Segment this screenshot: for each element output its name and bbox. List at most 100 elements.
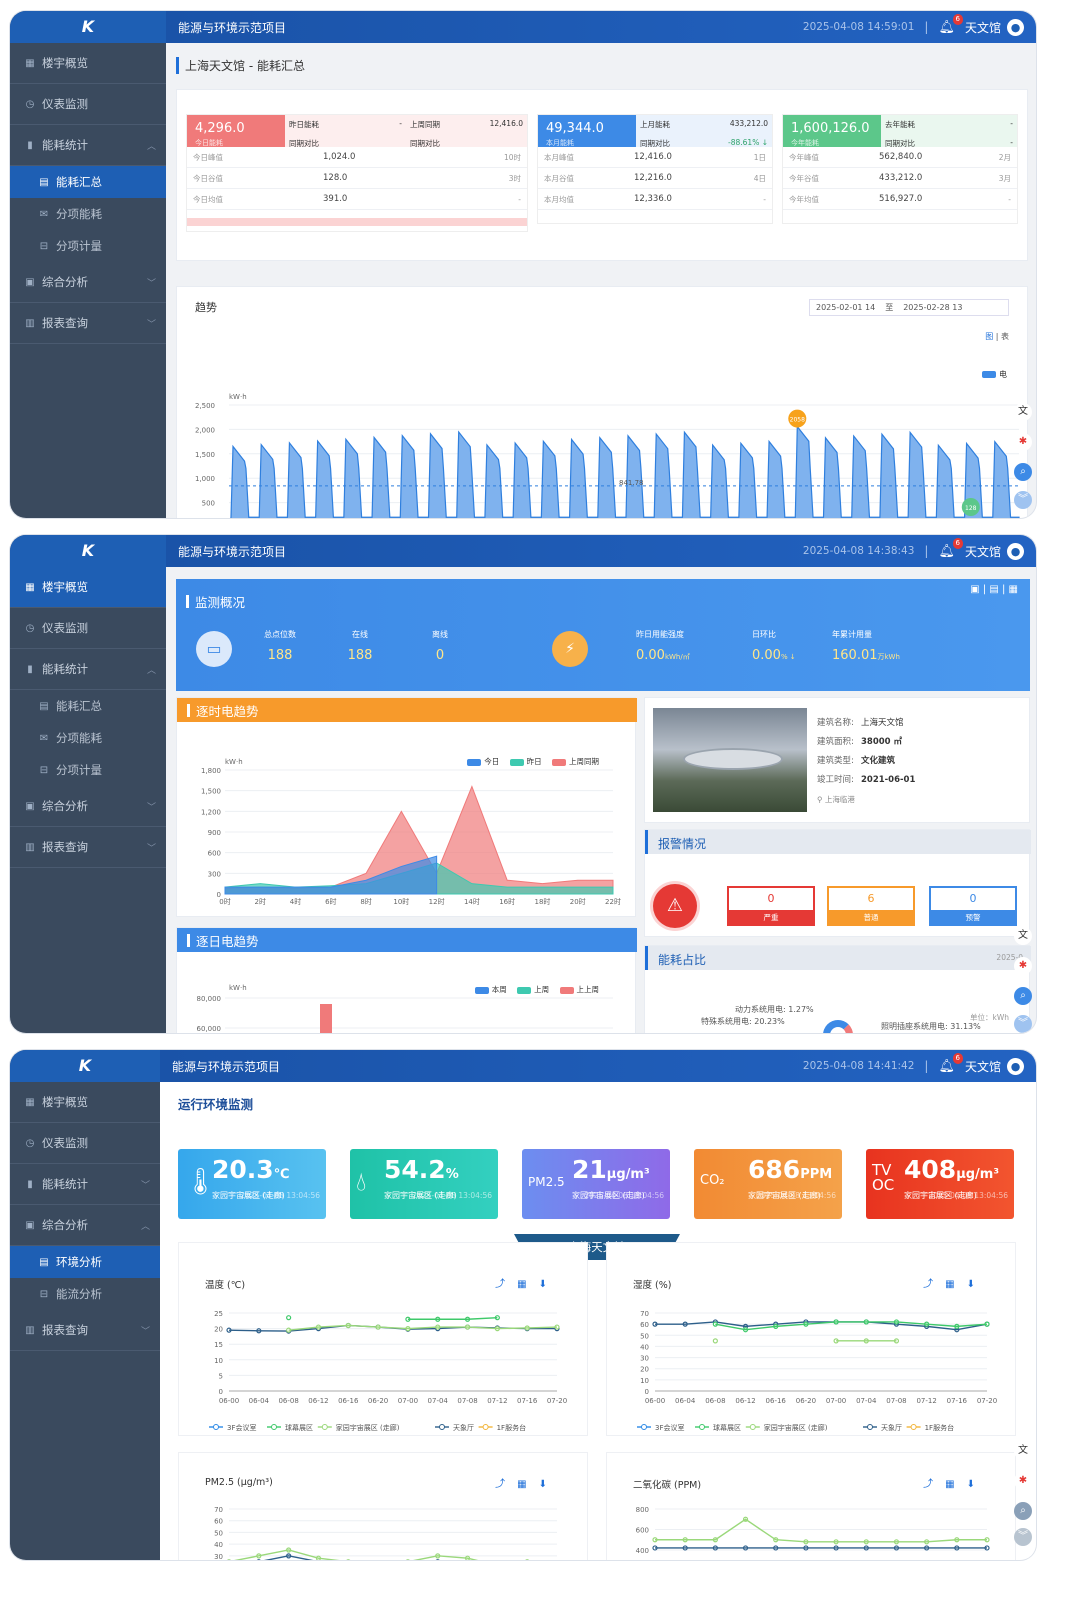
sidebar-item-label: 能耗统计 <box>42 662 88 676</box>
y-tick-label: 20 <box>640 1366 649 1374</box>
legend-marker <box>867 1424 873 1430</box>
x-tick-label: 20时 <box>570 897 586 906</box>
tile-value: 21 <box>572 1155 607 1184</box>
sidebar-item-label: 仪表监测 <box>42 97 88 111</box>
last-month-value: 433,212.0 <box>729 119 768 128</box>
sidebar-item-sub-meter[interactable]: ⊟ 分项计量 <box>10 230 166 262</box>
stat-row: 今日均值 391.0 - <box>187 189 527 210</box>
monitor-icon: ▭ <box>196 631 232 667</box>
sidebar-item-meter[interactable]: ◷ 仪表监测 <box>10 84 166 125</box>
stat-value: 12,216.0 <box>634 173 672 183</box>
x-tick-label: 06-12 <box>308 1397 328 1405</box>
y-tick-label: 300 <box>208 870 221 878</box>
avg-label: 841.78 <box>619 479 644 487</box>
user-menu[interactable]: 天文馆 ● <box>965 1057 1024 1075</box>
sidebar-item-energy-stats[interactable]: ▮ 能耗统计 ﹀ <box>10 1164 160 1205</box>
y-tick-label: 2,000 <box>195 426 215 434</box>
app-icon[interactable]: ✱ <box>1014 433 1032 451</box>
logo: K <box>10 11 166 43</box>
sidebar-item-energy-flow[interactable]: ⊟ 能流分析 <box>10 1278 160 1310</box>
sidebar-item-energy-summary[interactable]: ▤ 能耗汇总 <box>10 690 166 722</box>
legend-marker <box>321 1424 328 1430</box>
collapse-icon[interactable]: ︾ <box>1014 491 1032 509</box>
translate-icon[interactable]: 文 <box>1014 1442 1032 1460</box>
bar-last-last-week <box>320 1004 332 1033</box>
collapse-icon[interactable]: ︾ <box>1014 1015 1032 1033</box>
bell-icon[interactable]: 🔔︎ 6 <box>938 537 963 559</box>
date-to: 2025-02-28 13 <box>903 303 963 312</box>
sidebar-item-overview[interactable]: ▦ 楼宇概览 <box>10 567 166 608</box>
y-tick-label: 1,200 <box>201 808 221 816</box>
view-chart-button[interactable]: 图 <box>985 332 994 341</box>
date-from: 2025-02-01 14 <box>816 303 876 312</box>
alarm-normal[interactable]: 6 普通 <box>827 886 915 926</box>
sidebar-item-sub-meter[interactable]: ⊟ 分项计量 <box>10 754 166 786</box>
legend-label: 电 <box>999 370 1007 379</box>
sidebar-item-energy-stats[interactable]: ▮ 能耗统计 ︿ <box>10 649 166 690</box>
y-tick-label: 30 <box>640 1355 649 1363</box>
sidebar-item-label: 能耗统计 <box>42 138 88 152</box>
thermometer-icon: 🌡︎ <box>184 1167 218 1197</box>
search-icon[interactable]: ⌕ <box>1014 987 1032 1005</box>
bell-icon[interactable]: 🔔︎ 6 <box>938 13 963 35</box>
location-icon: ⚲ <box>817 795 823 804</box>
legend-label: 上周 <box>534 985 550 994</box>
compare-label: 同期对比 <box>885 139 915 148</box>
stat-row: 今年谷值 433,212.0 3月 <box>783 168 1017 189</box>
series-家园宇宙展区 (走廊)-line <box>288 1324 558 1331</box>
chart-legend: 电 <box>974 369 1007 380</box>
chart-tools[interactable]: ⤴▦⬇︎ <box>923 1479 987 1490</box>
sidebar-item-analysis[interactable]: ▣ 综合分析 ︿ <box>10 1205 160 1246</box>
translate-icon[interactable]: 文 <box>1014 927 1032 945</box>
stat-value: 12,416.0 <box>634 152 672 162</box>
stat-key: 今年均值 <box>789 194 819 204</box>
view-table-button[interactable]: 表 <box>1001 332 1009 341</box>
overview-title: 监测概况 <box>176 589 245 613</box>
toolbar-icons[interactable]: ▣ | ▤ | ▦ <box>970 584 1018 595</box>
app-icon[interactable]: ✱ <box>1014 1472 1032 1490</box>
chart-tools[interactable]: ⤴▦⬇︎ <box>495 1279 559 1290</box>
sidebar-item-report[interactable]: ▥ 报表查询 ﹀ <box>10 1310 160 1351</box>
chart-tools[interactable]: ⤴▦⬇︎ <box>923 1279 987 1290</box>
y-tick-label: 50 <box>640 1332 649 1340</box>
metric-offline: 离线 0 <box>420 629 460 663</box>
app-icon[interactable]: ✱ <box>1014 957 1032 975</box>
search-icon[interactable]: ⌕ <box>1014 1502 1032 1520</box>
y-tick-label: 5 <box>219 1372 223 1380</box>
alarm-warning[interactable]: 0 预警 <box>929 886 1017 926</box>
bell-icon[interactable]: 🔔︎ 6 <box>938 1052 963 1074</box>
translate-icon[interactable]: 文 <box>1014 403 1032 421</box>
max-label: 2058 <box>790 417 805 424</box>
screenshot-environment-analysis: K ▦ 楼宇概览 ◷ 仪表监测 ▮ 能耗统计 ﹀ ▣ 综合分析 ︿ ▤ 环境分析 ⊟ 能流分析 … <box>10 1050 1036 1560</box>
y-tick-label: 600 <box>208 850 221 858</box>
sidebar-item-report[interactable]: ▥ 报表查询 ﹀ <box>10 303 166 344</box>
sidebar-item-sub-energy[interactable]: ✉ 分项能耗 <box>10 198 166 230</box>
sidebar-item-overview[interactable]: ▦ 楼宇概览 <box>10 43 166 84</box>
x-tick-label: 07-04 <box>856 1397 877 1405</box>
sidebar-item-sub-energy[interactable]: ✉ 分项能耗 <box>10 722 166 754</box>
sidebar-item-meter[interactable]: ◷ 仪表监测 <box>10 608 166 649</box>
sidebar-item-overview[interactable]: ▦ 楼宇概览 <box>10 1082 160 1123</box>
user-menu[interactable]: 天文馆 ● <box>965 18 1024 36</box>
chart-tools[interactable]: ⤴▦⬇︎ <box>495 1479 559 1490</box>
sidebar-item-report[interactable]: ▥ 报表查询 ﹀ <box>10 827 166 868</box>
sidebar-item-env-analysis[interactable]: ▤ 环境分析 <box>10 1246 160 1278</box>
date-range-picker[interactable]: 2025-02-01 14 至 2025-02-28 13 <box>809 299 1009 316</box>
alarm-severe[interactable]: 0 严重 <box>727 886 815 926</box>
legend-label: 天象厅 <box>881 1423 902 1432</box>
user-name: 天文馆 <box>964 544 1001 559</box>
sidebar-item-label: 楼宇概览 <box>42 580 88 594</box>
sidebar-item-energy-stats[interactable]: ▮ 能耗统计 ︿ <box>10 125 166 166</box>
sidebar-item-analysis[interactable]: ▣ 综合分析 ﹀ <box>10 262 166 303</box>
y-axis-unit: kW·h <box>225 758 243 766</box>
sidebar-item-meter[interactable]: ◷ 仪表监测 <box>10 1123 160 1164</box>
sidebar-item-analysis[interactable]: ▣ 综合分析 ﹀ <box>10 786 166 827</box>
document-icon: ▤ <box>39 176 49 188</box>
tile-timestamp: 2025-04-08 13:04:56 <box>756 1191 836 1200</box>
tile-timestamp: 2025-04-08 13:04:56 <box>584 1191 664 1200</box>
legend-label: 球幕展区 <box>713 1423 741 1432</box>
user-menu[interactable]: 天文馆 ● <box>964 542 1024 560</box>
collapse-icon[interactable]: ︾ <box>1014 1528 1032 1546</box>
sidebar-item-energy-summary[interactable]: ▤ 能耗汇总 <box>10 166 166 198</box>
search-icon[interactable]: ⌕ <box>1014 463 1032 481</box>
